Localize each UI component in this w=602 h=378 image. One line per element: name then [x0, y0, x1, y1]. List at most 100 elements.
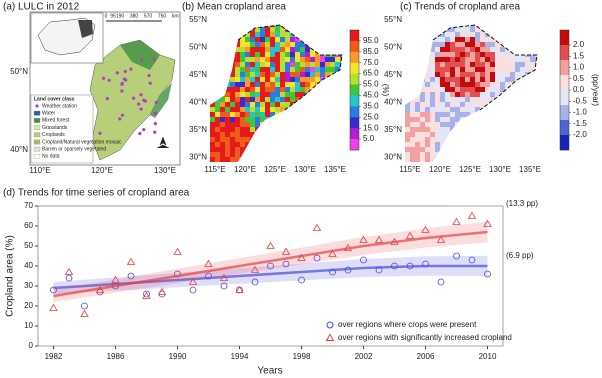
raster-cell — [275, 152, 280, 157]
raster-cell — [300, 87, 305, 92]
raster-cell — [255, 107, 260, 112]
raster-cell — [335, 127, 340, 132]
raster-cell — [445, 67, 450, 72]
raster-cell — [425, 127, 430, 132]
raster-cell — [535, 157, 537, 162]
raster-cell — [480, 102, 485, 107]
raster-cell — [520, 107, 525, 112]
raster-cell — [530, 57, 535, 62]
raster-cell — [460, 127, 465, 132]
raster-cell — [455, 37, 460, 42]
raster-cell — [255, 32, 260, 37]
raster-cell — [230, 62, 235, 67]
raster-cell — [310, 82, 315, 87]
raster-cell — [530, 122, 535, 127]
raster-cell — [530, 82, 535, 87]
raster-cell — [520, 87, 525, 92]
raster-cell — [485, 97, 490, 102]
colorbar-segment — [350, 95, 359, 107]
raster-cell — [335, 107, 340, 112]
raster-cell — [525, 142, 530, 147]
raster-cell — [535, 67, 537, 72]
raster-cell — [250, 37, 255, 42]
raster-cell — [290, 42, 295, 47]
raster-cell — [520, 27, 525, 32]
raster-cell — [485, 27, 490, 32]
raster-cell — [240, 27, 245, 32]
raster-cell — [285, 152, 290, 157]
raster-cell — [340, 102, 342, 107]
raster-cell — [520, 77, 525, 82]
raster-cell — [245, 67, 250, 72]
raster-cell — [535, 102, 537, 107]
raster-cell — [245, 157, 250, 162]
raster-cell — [340, 25, 342, 27]
raster-cell — [450, 147, 455, 152]
raster-cell — [305, 157, 310, 162]
raster-cell — [410, 102, 415, 107]
raster-cell — [265, 112, 270, 117]
raster-cell — [245, 87, 250, 92]
raster-cell — [440, 157, 445, 162]
legend-box — [30, 94, 94, 164]
raster-cell — [430, 107, 435, 112]
raster-cell — [510, 107, 515, 112]
raster-cell — [475, 82, 480, 87]
raster-cell — [260, 92, 265, 97]
raster-cell — [505, 67, 510, 72]
raster-cell — [340, 127, 342, 132]
raster-cell — [465, 122, 470, 127]
raster-cell — [280, 132, 285, 137]
raster-cell — [250, 62, 255, 67]
raster-cell — [240, 92, 245, 97]
raster-cell — [295, 87, 300, 92]
colorbar-segment — [350, 84, 359, 96]
raster-cell — [535, 27, 537, 32]
raster-cell — [240, 157, 245, 162]
raster-cell — [525, 102, 530, 107]
raster-cell — [425, 47, 430, 52]
y-tick-label: 45°N — [384, 70, 402, 79]
raster-cell — [430, 152, 435, 157]
scale-label: 760 — [158, 13, 167, 19]
raster-cell — [515, 147, 520, 152]
raster-cell — [310, 142, 315, 147]
raster-cell — [290, 57, 295, 62]
raster-cell — [475, 67, 480, 72]
raster-cell — [470, 147, 475, 152]
raster-cell — [470, 72, 475, 77]
raster-cell — [485, 157, 490, 162]
raster-cell — [275, 147, 280, 152]
raster-cell — [470, 102, 475, 107]
raster-cell — [470, 142, 475, 147]
raster-cell — [265, 37, 270, 42]
raster-cell — [410, 57, 415, 62]
raster-cell — [335, 117, 340, 122]
data-point — [50, 286, 57, 294]
data-point — [343, 243, 353, 251]
raster-cell — [205, 107, 210, 112]
raster-cell — [225, 157, 230, 162]
raster-cell — [230, 25, 235, 27]
raster-cell — [425, 92, 430, 97]
raster-cell — [230, 122, 235, 127]
raster-cell — [410, 72, 415, 77]
raster-cell — [270, 42, 275, 47]
raster-cell — [265, 62, 270, 67]
raster-cell — [315, 107, 320, 112]
raster-cell — [405, 77, 410, 82]
raster-cell — [270, 157, 275, 162]
raster-cell — [515, 137, 520, 142]
raster-cell — [260, 97, 265, 102]
raster-cell — [405, 147, 410, 152]
raster-cell — [455, 57, 460, 62]
raster-cell — [415, 157, 420, 162]
raster-cell — [445, 122, 450, 127]
raster-cell — [475, 157, 480, 162]
raster-cell — [520, 137, 525, 142]
raster-cell — [460, 137, 465, 142]
colorbar-segment — [560, 105, 569, 121]
raster-cell — [220, 157, 225, 162]
raster-cell — [420, 152, 425, 157]
x-tick-label: 135°E — [324, 165, 346, 174]
